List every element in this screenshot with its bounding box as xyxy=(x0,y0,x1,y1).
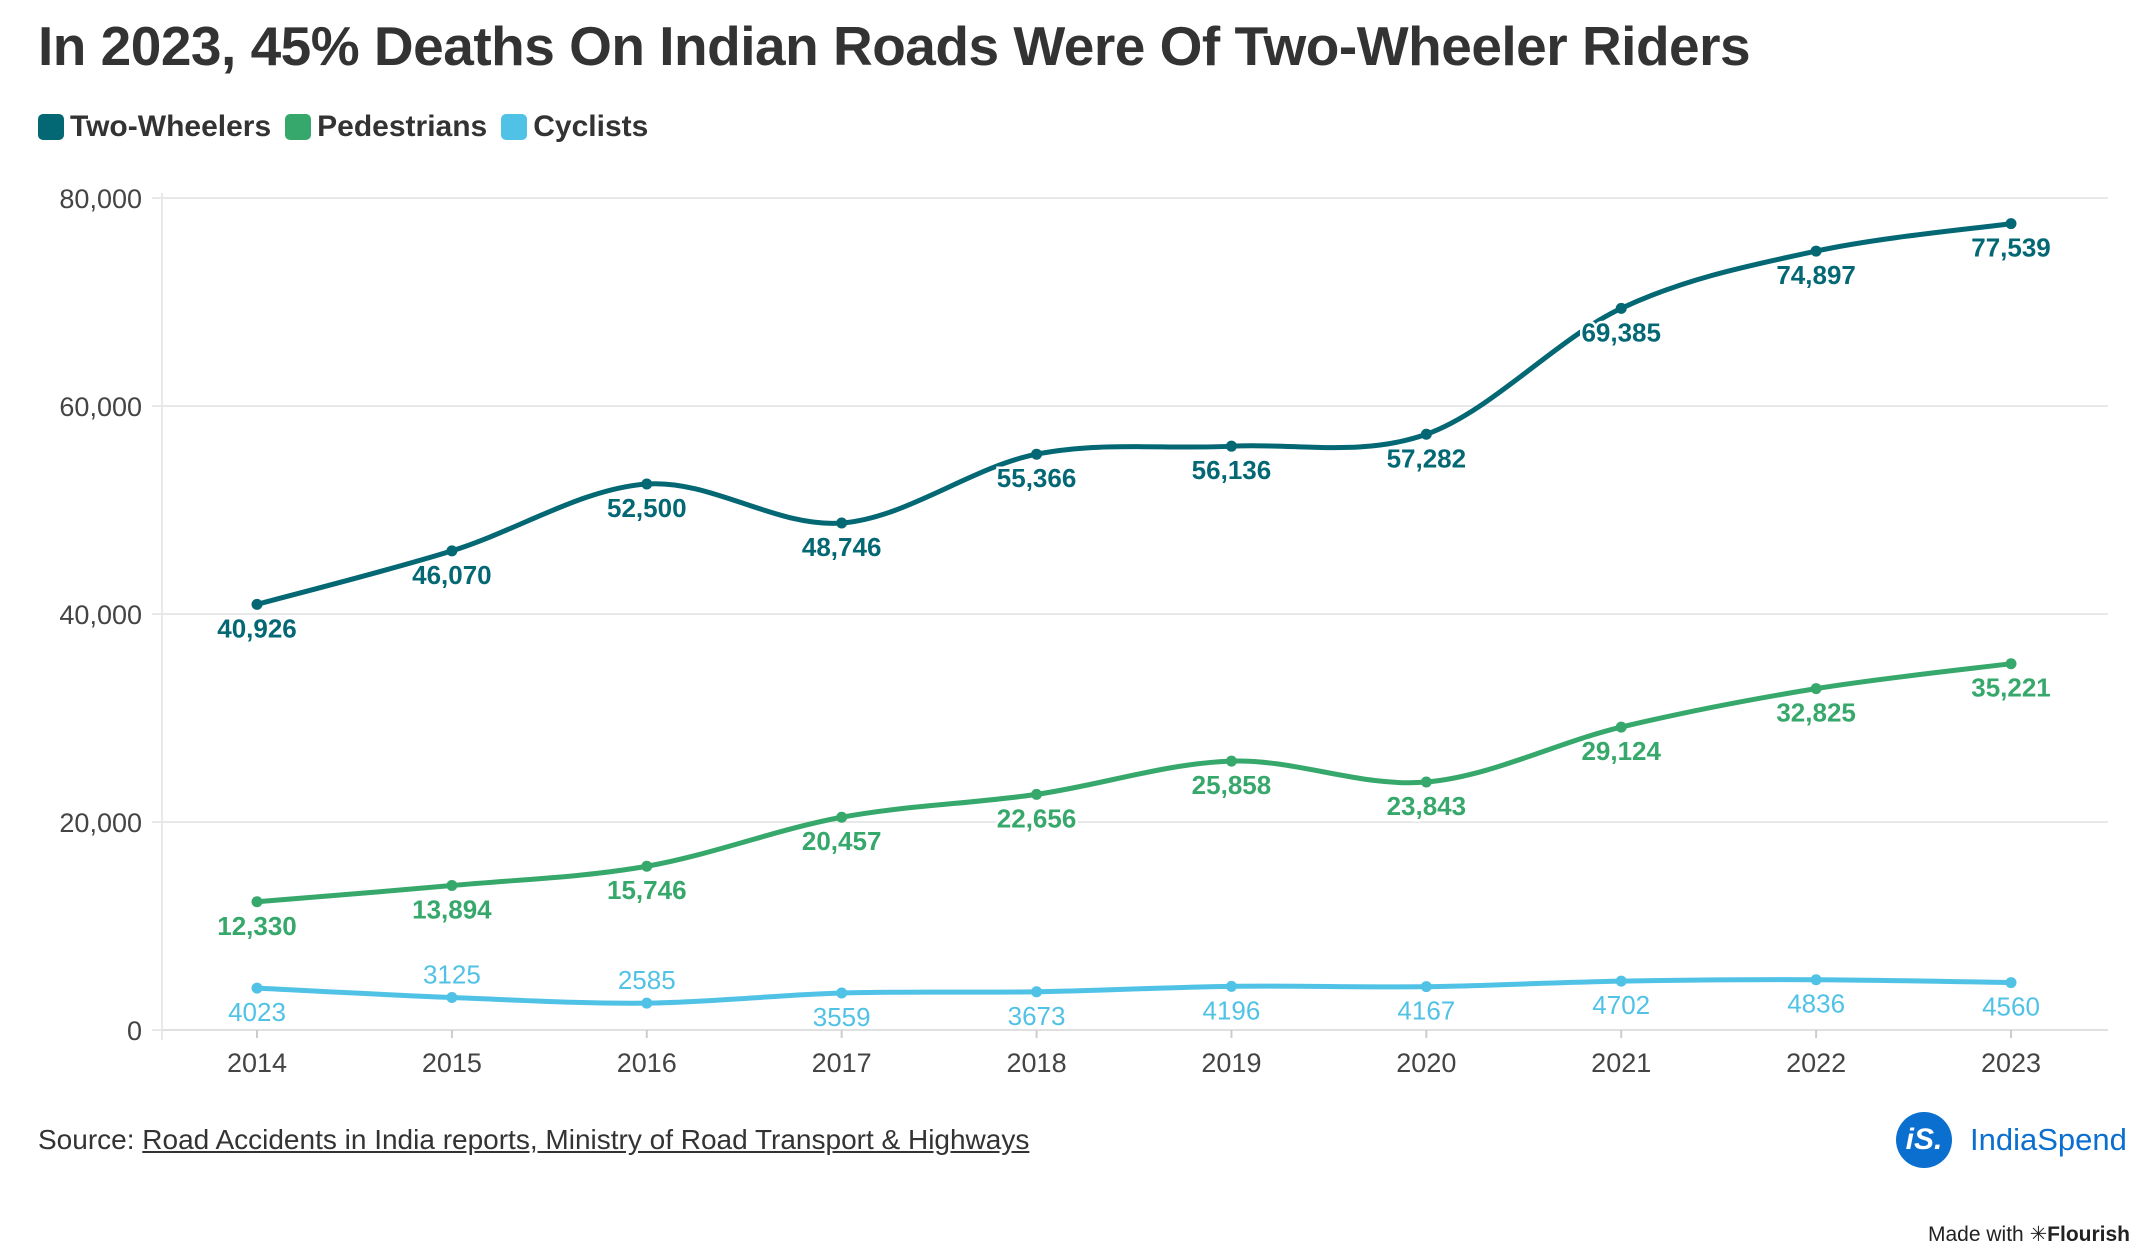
made-with-flourish[interactable]: Made with ✳Flourish xyxy=(1928,1222,2130,1247)
legend-swatch xyxy=(38,114,64,140)
legend: Two-Wheelers Pedestrians Cyclists xyxy=(38,110,648,144)
flourish-brand: ✳Flourish xyxy=(2029,1223,2130,1246)
data-point xyxy=(1615,302,1627,314)
data-point xyxy=(1615,975,1627,987)
data-point xyxy=(1225,980,1237,992)
x-tick-label: 2021 xyxy=(1591,1048,1651,1078)
data-label: 35,221 xyxy=(1971,673,2051,703)
x-tick-label: 2022 xyxy=(1786,1048,1846,1078)
data-label: 13,894 xyxy=(412,895,492,925)
data-label: 77,539 xyxy=(1971,233,2051,263)
data-label: 4167 xyxy=(1397,996,1455,1026)
x-tick-label: 2016 xyxy=(617,1048,677,1078)
data-point xyxy=(251,982,263,994)
logo-mark: iS. xyxy=(1896,1112,1952,1168)
data-label: 15,746 xyxy=(607,875,687,905)
data-label: 4196 xyxy=(1203,995,1261,1025)
data-label: 52,500 xyxy=(607,493,687,523)
legend-item-cyclists[interactable]: Cyclists xyxy=(501,110,648,144)
data-label: 74,897 xyxy=(1776,260,1856,290)
data-point xyxy=(1810,245,1822,257)
y-tick-label: 20,000 xyxy=(59,808,142,838)
series-line-pedestrians xyxy=(254,661,2014,905)
data-label: 57,282 xyxy=(1387,443,1467,473)
legend-label: Cyclists xyxy=(533,110,649,143)
x-tick-label: 2020 xyxy=(1396,1048,1456,1078)
data-point xyxy=(1420,428,1432,440)
legend-label: Two-Wheelers xyxy=(70,110,272,143)
data-point xyxy=(2005,658,2017,670)
data-label: 69,385 xyxy=(1581,317,1661,347)
data-label: 25,858 xyxy=(1192,770,1272,800)
data-label: 4560 xyxy=(1982,992,2040,1022)
data-point xyxy=(1031,448,1043,460)
data-point xyxy=(1031,788,1043,800)
y-tick-label: 60,000 xyxy=(59,392,142,422)
x-tick-label: 2019 xyxy=(1201,1048,1261,1078)
data-label: 3125 xyxy=(423,960,481,990)
series-line-two-wheelers xyxy=(254,221,2014,607)
chart-title: In 2023, 45% Deaths On Indian Roads Were… xyxy=(38,15,1751,77)
line-chart: 0 20,000 40,000 60,000 80,000 2014 2015 2016 201… xyxy=(59,184,2108,1078)
data-point xyxy=(1225,755,1237,767)
legend-swatch xyxy=(285,114,312,140)
made-with-text: Made with xyxy=(1928,1223,2024,1246)
data-point xyxy=(1420,981,1432,993)
y-tick-label: 0 xyxy=(127,1016,142,1046)
data-point xyxy=(446,545,458,557)
data-label: 3673 xyxy=(1008,1001,1066,1031)
data-label: 48,746 xyxy=(802,532,882,562)
data-label: 46,070 xyxy=(412,560,492,590)
data-point xyxy=(251,896,263,908)
data-point xyxy=(1615,721,1627,733)
x-tick-label: 2015 xyxy=(422,1048,482,1078)
data-label: 12,330 xyxy=(217,911,297,941)
x-tick-label: 2017 xyxy=(812,1048,872,1078)
data-point xyxy=(2005,977,2017,989)
data-point xyxy=(1810,974,1822,986)
source-link[interactable]: Road Accidents in India reports, Ministr… xyxy=(142,1124,1030,1155)
data-label: 3559 xyxy=(813,1002,871,1032)
data-label: 20,457 xyxy=(802,826,882,856)
data-point xyxy=(836,987,848,999)
legend-item-pedestrians[interactable]: Pedestrians xyxy=(285,110,487,144)
series-line-cyclists xyxy=(254,977,2014,1006)
data-point xyxy=(1031,986,1043,998)
data-point xyxy=(446,880,458,892)
data-label: 32,825 xyxy=(1776,698,1856,728)
data-point xyxy=(1420,776,1432,788)
data-point xyxy=(251,598,263,610)
data-label: 22,656 xyxy=(997,803,1077,833)
data-label: 29,124 xyxy=(1581,736,1661,766)
data-point xyxy=(446,992,458,1003)
x-tick-label: 2014 xyxy=(227,1048,287,1078)
data-label: 4836 xyxy=(1787,989,1845,1019)
data-point xyxy=(641,860,653,872)
x-tick-label: 2018 xyxy=(1007,1048,1067,1078)
data-point xyxy=(641,997,653,1009)
data-point xyxy=(2005,218,2017,230)
source-prefix: Source: xyxy=(38,1124,143,1155)
data-label: 4023 xyxy=(228,997,286,1027)
data-label: 55,366 xyxy=(997,463,1077,493)
data-label: 56,136 xyxy=(1192,455,1272,485)
data-label: 2585 xyxy=(618,965,676,995)
legend-item-two-wheelers[interactable]: Two-Wheelers xyxy=(38,110,271,144)
data-point xyxy=(1225,440,1237,452)
x-tick-label: 2023 xyxy=(1981,1048,2041,1078)
legend-swatch xyxy=(501,114,528,140)
data-label: 40,926 xyxy=(217,613,297,643)
legend-label: Pedestrians xyxy=(317,110,488,143)
source-note: Source: Road Accidents in India reports,… xyxy=(38,1124,1029,1156)
indiaspend-logo: iS. IndiaSpend xyxy=(1896,1112,2127,1168)
data-point xyxy=(836,517,848,529)
logo-text: IndiaSpend xyxy=(1970,1122,2127,1157)
data-point xyxy=(641,478,653,490)
data-label: 4702 xyxy=(1592,990,1650,1020)
y-tick-label: 40,000 xyxy=(59,600,142,630)
data-label: 23,843 xyxy=(1387,791,1467,821)
data-point xyxy=(836,811,848,823)
y-tick-label: 80,000 xyxy=(59,184,142,214)
data-point xyxy=(1810,683,1822,695)
